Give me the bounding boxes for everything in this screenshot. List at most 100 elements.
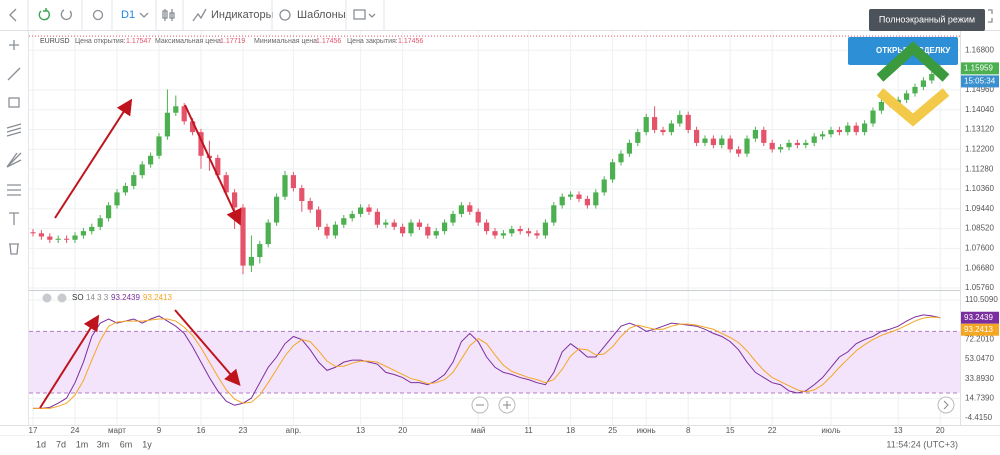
candle-body bbox=[878, 101, 884, 111]
y-tick-label: 1.14040 bbox=[965, 105, 994, 114]
settings-button[interactable] bbox=[92, 9, 104, 21]
x-tick-label: 24 bbox=[71, 426, 80, 435]
info-label: Минимальная цена: bbox=[254, 38, 319, 45]
y-tick-label: 1.16800 bbox=[965, 45, 994, 54]
x-tick-label: июнь bbox=[637, 426, 656, 435]
candle-body bbox=[870, 110, 876, 124]
y-tick-label: 53.0470 bbox=[965, 354, 994, 363]
candle-body bbox=[736, 149, 742, 154]
candle-body bbox=[450, 213, 456, 223]
oscillator-line bbox=[33, 314, 941, 409]
x-tick-label: 20 bbox=[936, 426, 945, 435]
candle-body bbox=[752, 129, 758, 139]
candle-body bbox=[282, 175, 288, 197]
candle-body bbox=[467, 205, 473, 212]
rect-tool[interactable] bbox=[8, 97, 20, 108]
indicators-button[interactable]: Индикаторы bbox=[211, 9, 274, 21]
chart-type-button[interactable] bbox=[162, 9, 175, 21]
info-value: 1.17719 bbox=[220, 38, 245, 45]
line-tool[interactable] bbox=[7, 67, 21, 81]
range-button[interactable]: 3m bbox=[97, 439, 110, 449]
y-tick-label: 1.10360 bbox=[965, 184, 994, 193]
symbol: EURUSD bbox=[40, 38, 70, 45]
candle-body bbox=[97, 218, 103, 227]
legend-value: 93.2413 bbox=[143, 293, 172, 302]
oscillator-line bbox=[33, 316, 941, 409]
candle-body bbox=[803, 142, 809, 146]
main-pane bbox=[29, 35, 960, 275]
candle-body bbox=[114, 192, 120, 206]
range-button[interactable]: 6m bbox=[120, 439, 133, 449]
undo-button[interactable] bbox=[38, 8, 51, 21]
oscillator-pane bbox=[29, 314, 960, 409]
candle-body bbox=[710, 138, 716, 146]
range-button[interactable]: 1y bbox=[142, 439, 152, 449]
settings-button[interactable] bbox=[57, 293, 67, 303]
tooltip bbox=[869, 9, 985, 31]
value-tag-label: 93.2439 bbox=[964, 313, 993, 322]
x-tick-label: 25 bbox=[608, 426, 617, 435]
candle-body bbox=[626, 142, 632, 154]
candle-body bbox=[408, 222, 414, 234]
candle-body bbox=[190, 121, 196, 133]
candle-body bbox=[442, 222, 448, 232]
channel-tool[interactable] bbox=[6, 123, 22, 137]
candle-body bbox=[47, 236, 53, 240]
range-button[interactable]: 1m bbox=[76, 439, 89, 449]
candle-body bbox=[391, 222, 397, 227]
redo-button[interactable] bbox=[60, 9, 72, 20]
candle-body bbox=[542, 222, 548, 236]
screenshot-button[interactable] bbox=[353, 9, 366, 20]
last-price-tag bbox=[961, 62, 999, 75]
candle-body bbox=[215, 157, 221, 176]
templates-button[interactable]: Шаблоны bbox=[297, 9, 346, 21]
x-tick-label: 16 bbox=[197, 426, 206, 435]
timeframe[interactable]: D1 bbox=[121, 9, 135, 21]
candle-body bbox=[568, 194, 574, 197]
candle-body bbox=[551, 205, 557, 223]
candle-body bbox=[694, 129, 700, 143]
candle-body bbox=[778, 147, 784, 150]
candle-body bbox=[761, 129, 767, 143]
candle-body bbox=[349, 213, 355, 219]
candle-body bbox=[366, 207, 372, 212]
hide-button[interactable] bbox=[42, 293, 52, 303]
back-button[interactable] bbox=[9, 8, 17, 22]
fib-tool[interactable] bbox=[7, 184, 21, 196]
fan-tool[interactable] bbox=[6, 152, 22, 168]
y-tick-label: 1.13120 bbox=[965, 125, 994, 134]
logo bbox=[876, 41, 950, 127]
x-tick-label: 18 bbox=[566, 426, 575, 435]
candle-body bbox=[794, 142, 800, 146]
y-tick-label: 1.08520 bbox=[965, 224, 994, 233]
candle-body bbox=[660, 129, 666, 133]
candle-body bbox=[332, 224, 338, 236]
candle-body bbox=[509, 229, 515, 234]
candle-body bbox=[845, 125, 851, 133]
candle-body bbox=[904, 93, 910, 100]
candle-body bbox=[148, 155, 154, 165]
candle-body bbox=[912, 86, 918, 94]
candle-body bbox=[929, 73, 935, 81]
candle-body bbox=[702, 138, 708, 143]
range-button[interactable]: 1d bbox=[36, 439, 46, 449]
range-button[interactable]: 7d bbox=[56, 439, 66, 449]
x-tick-label: 13 bbox=[356, 426, 365, 435]
y-tick-label: 1.09440 bbox=[965, 204, 994, 213]
level-band bbox=[29, 331, 960, 393]
candle-body bbox=[265, 222, 271, 245]
scroll-right[interactable] bbox=[937, 396, 955, 414]
candle-body bbox=[744, 138, 750, 154]
crosshair-tool[interactable] bbox=[9, 40, 19, 50]
text-tool[interactable] bbox=[9, 212, 19, 225]
candle-body bbox=[38, 233, 44, 237]
candle-body bbox=[164, 112, 170, 137]
info-value: 1.17456 bbox=[316, 38, 341, 45]
candle-body bbox=[30, 232, 36, 234]
candle-body bbox=[307, 201, 313, 210]
y-tick-label: 14.7390 bbox=[965, 393, 994, 402]
candle-body bbox=[484, 222, 490, 232]
delete-tool[interactable] bbox=[9, 243, 19, 255]
y-tick-label: 1.14960 bbox=[965, 85, 994, 94]
